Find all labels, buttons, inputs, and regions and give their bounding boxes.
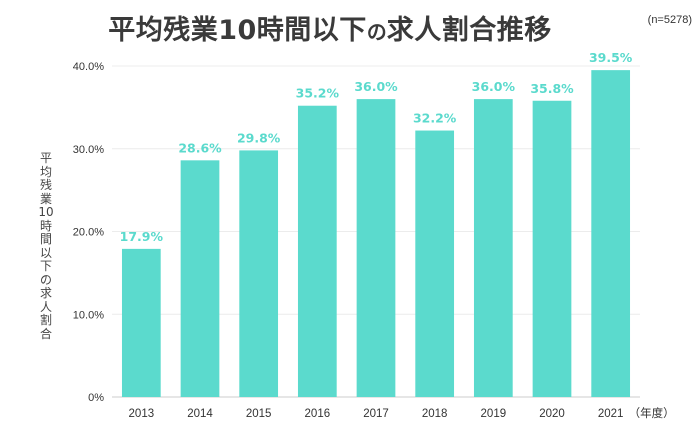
title-main: 平均残業10時間以下 (108, 15, 367, 46)
x-tick-label: 2014 (187, 408, 213, 420)
x-axis-unit-label: （年度） (629, 406, 675, 420)
x-tick-label: 2013 (129, 408, 155, 420)
chart-title: 平均残業10時間以下の求人割合推移 (0, 8, 660, 47)
data-label: 35.8% (530, 81, 574, 96)
data-label: 39.5% (589, 50, 633, 65)
x-tick-label: 2016 (305, 408, 331, 420)
bar (356, 99, 396, 397)
x-tick-label: 2019 (481, 408, 507, 420)
y-tick-label: 20.0% (73, 227, 104, 239)
bar (121, 248, 161, 397)
data-label: 28.6% (178, 140, 222, 155)
title-rest: 求人割合推移 (386, 15, 552, 46)
x-tick-label: 2017 (363, 408, 389, 420)
data-label: 17.9% (120, 229, 164, 244)
bar (239, 150, 279, 397)
x-tick-label: 2020 (539, 408, 565, 420)
x-tick-label: 2018 (422, 408, 448, 420)
bar (297, 105, 337, 397)
y-tick-label: 10.0% (73, 309, 104, 321)
y-tick-label: 0% (88, 392, 104, 404)
data-label: 29.8% (237, 130, 281, 145)
x-tick-label: 2021 (598, 408, 624, 420)
bar (532, 100, 572, 397)
bar (415, 130, 455, 398)
y-tick-label: 40.0% (73, 61, 104, 73)
data-label: 36.0% (472, 79, 516, 94)
bar (473, 99, 513, 397)
x-tick-label: 2015 (246, 408, 272, 420)
y-axis-label: 平均残業10時間以下の求人割合 (38, 151, 54, 341)
bar (591, 70, 631, 397)
data-label: 36.0% (354, 79, 398, 94)
data-label: 32.2% (413, 111, 457, 126)
y-tick-label: 30.0% (73, 144, 104, 156)
data-label: 35.2% (296, 86, 340, 101)
title-particle: の (366, 20, 387, 44)
bar (180, 160, 220, 397)
sample-size-note: (n=5278) (647, 14, 692, 26)
